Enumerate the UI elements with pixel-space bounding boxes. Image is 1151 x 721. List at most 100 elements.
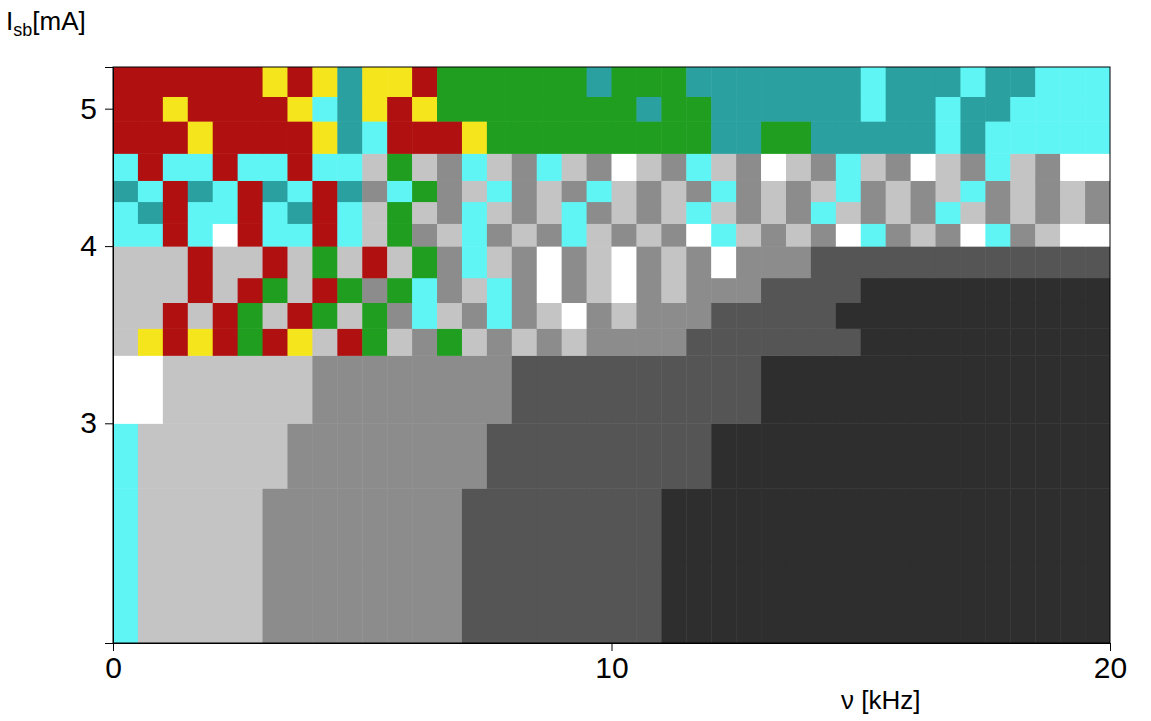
heatmap-cell bbox=[985, 561, 1010, 643]
heatmap-cell bbox=[362, 67, 387, 97]
heatmap-cell bbox=[387, 67, 412, 97]
heatmap-cell bbox=[1010, 423, 1035, 488]
plot: 01020345 bbox=[80, 67, 1127, 684]
heatmap-cell bbox=[711, 202, 736, 224]
heatmap-cell bbox=[163, 223, 188, 246]
heatmap-cell bbox=[412, 67, 437, 97]
heatmap-cell bbox=[761, 180, 786, 202]
heatmap-cell bbox=[213, 488, 238, 561]
heatmap-cell bbox=[736, 202, 761, 224]
heatmap-cell bbox=[138, 246, 163, 278]
heatmap-cell bbox=[1085, 202, 1110, 224]
heatmap-cell bbox=[487, 488, 512, 561]
heatmap-cell bbox=[462, 67, 487, 97]
heatmap-cell bbox=[188, 303, 213, 329]
heatmap-cell bbox=[537, 202, 562, 224]
heatmap-cell bbox=[911, 180, 936, 202]
heatmap-cell bbox=[636, 488, 661, 561]
heatmap-cell bbox=[163, 278, 188, 303]
heatmap-cell bbox=[1010, 67, 1035, 97]
heatmap-cell bbox=[736, 96, 761, 121]
x-axis-title: ν [kHz] bbox=[841, 685, 920, 715]
heatmap-cell bbox=[686, 223, 711, 246]
heatmap-cell bbox=[487, 328, 512, 355]
heatmap-cell bbox=[911, 561, 936, 643]
heatmap-cell bbox=[437, 180, 462, 202]
heatmap-cell bbox=[612, 96, 637, 121]
heatmap-cell bbox=[487, 355, 512, 423]
heatmap-cell bbox=[512, 278, 537, 303]
heatmap-cell bbox=[786, 202, 811, 224]
heatmap-cell bbox=[1085, 121, 1110, 154]
heatmap-cell bbox=[1060, 223, 1085, 246]
heatmap-cell bbox=[587, 278, 612, 303]
heatmap-cell bbox=[412, 180, 437, 202]
heatmap-cell bbox=[661, 246, 686, 278]
heatmap-cell bbox=[960, 355, 985, 423]
heatmap-cell bbox=[636, 278, 661, 303]
heatmap-cell bbox=[612, 355, 637, 423]
heatmap-cells bbox=[113, 67, 1110, 643]
heatmap-cell bbox=[1035, 246, 1060, 278]
heatmap-cell bbox=[312, 96, 337, 121]
heatmap-cell bbox=[836, 67, 861, 97]
heatmap-cell bbox=[562, 246, 587, 278]
heatmap-cell bbox=[786, 355, 811, 423]
heatmap-cell bbox=[263, 488, 288, 561]
heatmap-cell bbox=[661, 278, 686, 303]
y-tick-mark bbox=[105, 109, 113, 110]
heatmap-cell bbox=[138, 180, 163, 202]
x-tick: 20 bbox=[1094, 643, 1127, 684]
heatmap-cell bbox=[138, 303, 163, 329]
heatmap-cell bbox=[537, 153, 562, 181]
heatmap-cell bbox=[412, 96, 437, 121]
heatmap-cell bbox=[188, 96, 213, 121]
heatmap-cell bbox=[113, 278, 138, 303]
heatmap-cell bbox=[1010, 303, 1035, 329]
heatmap-cell bbox=[886, 153, 911, 181]
heatmap-cell bbox=[437, 96, 462, 121]
heatmap-cell bbox=[188, 561, 213, 643]
heatmap-cell bbox=[761, 561, 786, 643]
heatmap-cell bbox=[587, 67, 612, 97]
heatmap-cell bbox=[287, 121, 312, 154]
heatmap-cell bbox=[213, 423, 238, 488]
heatmap-cell bbox=[736, 153, 761, 181]
heatmap-cell bbox=[711, 355, 736, 423]
heatmap-cell bbox=[188, 121, 213, 154]
heatmap-cell bbox=[811, 67, 836, 97]
heatmap-cell bbox=[412, 488, 437, 561]
x-tick: 10 bbox=[595, 643, 628, 684]
heatmap-cell bbox=[562, 180, 587, 202]
heatmap-cell bbox=[362, 488, 387, 561]
heatmap-cell bbox=[412, 153, 437, 181]
heatmap-cell bbox=[960, 67, 985, 97]
heatmap-cell bbox=[960, 121, 985, 154]
heatmap-cell bbox=[985, 180, 1010, 202]
heatmap-cell bbox=[1085, 246, 1110, 278]
heatmap-cell bbox=[636, 303, 661, 329]
y-tick-mark bbox=[105, 246, 113, 247]
heatmap-cell bbox=[287, 67, 312, 97]
heatmap-cell bbox=[711, 246, 736, 278]
heatmap-cell bbox=[163, 328, 188, 355]
heatmap-cell bbox=[537, 423, 562, 488]
heatmap-cell bbox=[487, 561, 512, 643]
heatmap-cell bbox=[936, 246, 961, 278]
heatmap-cell bbox=[686, 488, 711, 561]
heatmap-cell bbox=[936, 121, 961, 154]
heatmap-cell bbox=[960, 278, 985, 303]
heatmap-cell bbox=[861, 202, 886, 224]
heatmap-cell bbox=[337, 180, 362, 202]
heatmap-cell bbox=[1035, 202, 1060, 224]
heatmap-cell bbox=[761, 153, 786, 181]
heatmap-cell bbox=[387, 96, 412, 121]
heatmap-cell bbox=[562, 121, 587, 154]
heatmap-cell bbox=[836, 561, 861, 643]
heatmap-cell bbox=[287, 423, 312, 488]
heatmap-cell bbox=[238, 246, 263, 278]
heatmap-cell bbox=[711, 328, 736, 355]
heatmap-cell bbox=[412, 355, 437, 423]
heatmap-cell bbox=[312, 246, 337, 278]
heatmap-cell bbox=[1010, 223, 1035, 246]
